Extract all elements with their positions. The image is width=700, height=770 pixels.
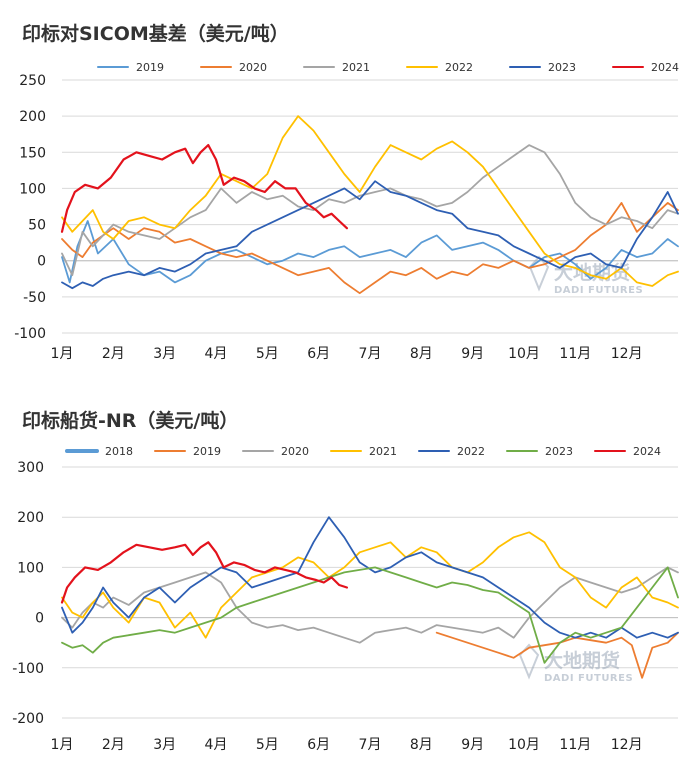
y-tick-label: 0	[35, 611, 44, 627]
y-tick-label: -100	[12, 661, 44, 677]
x-tick-label: 1月	[51, 737, 74, 753]
x-tick-label: 7月	[359, 346, 382, 362]
x-tick-label: 5月	[256, 346, 279, 362]
x-tick-label: 11月	[559, 346, 591, 362]
x-tick-label: 9月	[461, 346, 484, 362]
legend-label-2022: 2022	[457, 445, 485, 458]
x-tick-label: 8月	[410, 737, 433, 753]
y-tick-label: 300	[17, 460, 44, 476]
watermark-cn: 大地期货	[544, 649, 620, 672]
y-tick-label: 150	[19, 145, 46, 161]
y-tick-label: 100	[19, 181, 46, 197]
chart-title: 印标对SICOM基差（美元/吨）	[22, 22, 289, 45]
chart-title: 印标船货-NR（美元/吨）	[22, 409, 238, 432]
series-line-2022	[61, 115, 679, 287]
legend-label-2024: 2024	[651, 61, 679, 74]
series-line-2023	[61, 566, 679, 664]
x-tick-label: 3月	[153, 737, 176, 753]
x-tick-label: 2月	[102, 737, 125, 753]
x-tick-label: 4月	[205, 346, 228, 362]
watermark-logo-icon	[528, 255, 550, 292]
series-line-2023	[61, 180, 679, 290]
series-line-2021	[61, 144, 679, 277]
legend-label-2023: 2023	[545, 445, 573, 458]
x-tick-label: 6月	[307, 737, 330, 753]
x-tick-label: 1月	[51, 346, 74, 362]
y-tick-label: 50	[28, 218, 46, 234]
y-tick-label: 200	[19, 109, 46, 125]
legend-label-2019: 2019	[136, 61, 164, 74]
legend-label-2024: 2024	[633, 445, 661, 458]
chart-1: 印标对SICOM基差（美元/吨） -100 -50 0 50 100 150 200 250 1月…	[14, 22, 679, 362]
x-tick-label: 8月	[410, 346, 433, 362]
watermark-en: DADI FUTURES	[554, 285, 643, 296]
y-tick-label: 200	[17, 510, 44, 526]
y-tick-label: 0	[37, 254, 46, 270]
series-line-2019	[435, 631, 679, 679]
legend-label-2020: 2020	[239, 61, 267, 74]
x-tick-label: 12月	[611, 346, 643, 362]
series-line-2020	[61, 201, 679, 295]
legend-label-2021: 2021	[369, 445, 397, 458]
legend-label-2020: 2020	[281, 445, 309, 458]
y-tick-label: 100	[17, 560, 44, 576]
x-tick-label: 7月	[359, 737, 382, 753]
series-line-2024	[60, 144, 348, 233]
x-tick-label: 6月	[307, 346, 330, 362]
watermark-logo-icon	[518, 643, 540, 680]
series-line-2024	[60, 541, 348, 604]
y-tick-label: -100	[14, 326, 46, 342]
x-tick-label: 5月	[256, 737, 279, 753]
x-tick-label: 4月	[205, 737, 228, 753]
watermark-en: DADI FUTURES	[544, 673, 633, 684]
legend-label-2018: 2018	[105, 445, 133, 458]
x-tick-label: 3月	[153, 346, 176, 362]
series-line-2022	[61, 516, 679, 639]
legend-label-2023: 2023	[548, 61, 576, 74]
y-tick-label: 250	[19, 73, 46, 89]
y-tick-label: -200	[12, 711, 44, 727]
x-tick-label: 2月	[102, 346, 125, 362]
x-tick-label: 9月	[461, 737, 484, 753]
x-tick-label: 10月	[508, 737, 540, 753]
legend-label-2021: 2021	[342, 61, 370, 74]
legend-label-2019: 2019	[193, 445, 221, 458]
x-tick-label: 11月	[559, 737, 591, 753]
x-tick-label: 10月	[508, 346, 540, 362]
chart-2: 印标船货-NR（美元/吨） -200 -100 0 100 200 300 1月 2月 3月 4月 5…	[12, 409, 679, 753]
y-tick-label: -50	[23, 290, 46, 306]
x-tick-label: 12月	[611, 737, 643, 753]
legend-label-2022: 2022	[445, 61, 473, 74]
